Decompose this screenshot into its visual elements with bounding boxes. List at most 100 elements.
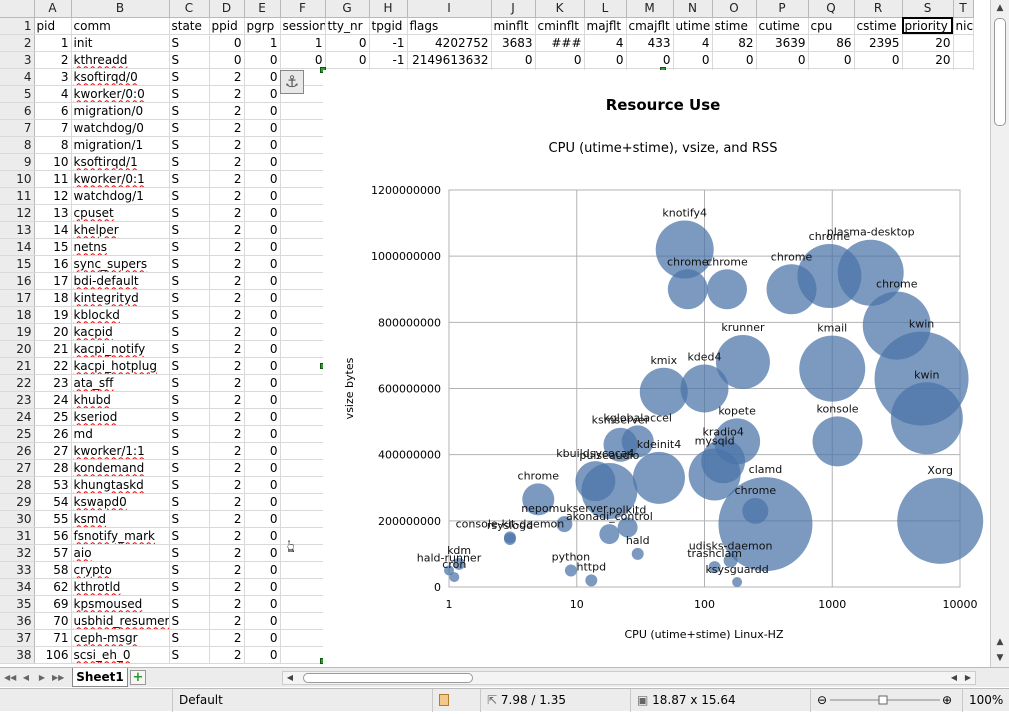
- cell-f[interactable]: [280, 357, 326, 375]
- zoom-control[interactable]: ⊖: [810, 689, 960, 712]
- row-header[interactable]: 28: [0, 476, 35, 494]
- header-cell-tty_nr[interactable]: tty_nr: [325, 17, 370, 35]
- cell-d[interactable]: 2: [209, 170, 245, 188]
- cell-d[interactable]: 2: [209, 289, 245, 307]
- cell-c[interactable]: S: [169, 204, 210, 222]
- row-header[interactable]: 36: [0, 612, 35, 630]
- cell-c[interactable]: S: [169, 51, 210, 69]
- cell-q[interactable]: 0: [808, 51, 855, 69]
- cell-a[interactable]: 6: [34, 102, 72, 120]
- cell-d[interactable]: 2: [209, 595, 245, 613]
- row-header[interactable]: 3: [0, 51, 35, 69]
- cell-c[interactable]: S: [169, 408, 210, 426]
- cell-c[interactable]: S: [169, 34, 210, 52]
- column-header-h[interactable]: H: [369, 0, 408, 18]
- cell-f[interactable]: [280, 272, 326, 290]
- column-header-q[interactable]: Q: [808, 0, 855, 18]
- cell-a[interactable]: 69: [34, 595, 72, 613]
- cell-a[interactable]: 3: [34, 68, 72, 86]
- cell-d[interactable]: 2: [209, 527, 245, 545]
- row-header[interactable]: 38: [0, 646, 35, 664]
- cell-a[interactable]: 55: [34, 510, 72, 528]
- cell-a[interactable]: 57: [34, 544, 72, 562]
- row-header[interactable]: 12: [0, 204, 35, 222]
- cell-e[interactable]: 0: [244, 442, 281, 460]
- column-header-c[interactable]: C: [169, 0, 210, 18]
- cell-d[interactable]: 2: [209, 102, 245, 120]
- first-sheet-icon[interactable]: ◀◀: [4, 673, 17, 682]
- cell-b[interactable]: kthreadd: [71, 51, 170, 69]
- cell-a[interactable]: 2: [34, 51, 72, 69]
- cell-e[interactable]: 0: [244, 170, 281, 188]
- cell-b[interactable]: ceph-msgr: [71, 629, 170, 647]
- cell-a[interactable]: 18: [34, 289, 72, 307]
- cell-a[interactable]: 70: [34, 612, 72, 630]
- cell-a[interactable]: 1: [34, 34, 72, 52]
- cell-d[interactable]: 2: [209, 119, 245, 137]
- cell-c[interactable]: S: [169, 153, 210, 171]
- cell-e[interactable]: 0: [244, 204, 281, 222]
- cell-d[interactable]: 2: [209, 544, 245, 562]
- cell-a[interactable]: 10: [34, 153, 72, 171]
- cell-b[interactable]: khelper: [71, 221, 170, 239]
- cell-e[interactable]: 0: [244, 578, 281, 596]
- cell-r[interactable]: 2395: [854, 34, 903, 52]
- cell-c[interactable]: S: [169, 187, 210, 205]
- row-header[interactable]: 1: [0, 17, 35, 35]
- row-header[interactable]: 19: [0, 323, 35, 341]
- scroll-down-icon[interactable]: ▼: [996, 653, 1004, 663]
- cell-a[interactable]: 26: [34, 425, 72, 443]
- cell-b[interactable]: scsi_eh_0: [71, 646, 170, 664]
- cell-c[interactable]: S: [169, 68, 210, 86]
- header-cell-cutime[interactable]: cutime: [756, 17, 809, 35]
- cell-s[interactable]: 20: [902, 51, 954, 69]
- cell-e[interactable]: 0: [244, 476, 281, 494]
- cell-a[interactable]: 21: [34, 340, 72, 358]
- cell-e[interactable]: 0: [244, 51, 281, 69]
- cell-e[interactable]: 0: [244, 629, 281, 647]
- cell-e[interactable]: 0: [244, 408, 281, 426]
- row-header[interactable]: 23: [0, 391, 35, 409]
- cell-a[interactable]: 11: [34, 170, 72, 188]
- cell-e[interactable]: 0: [244, 561, 281, 579]
- row-header[interactable]: 9: [0, 153, 35, 171]
- row-header[interactable]: 11: [0, 187, 35, 205]
- cell-f[interactable]: [280, 153, 326, 171]
- cell-b[interactable]: ksoftirqd/0: [71, 68, 170, 86]
- cell-b[interactable]: khubd: [71, 391, 170, 409]
- cell-b[interactable]: crypto: [71, 561, 170, 579]
- row-header[interactable]: 5: [0, 85, 35, 103]
- scroll-page-up-icon[interactable]: ▲: [996, 637, 1004, 647]
- cell-p[interactable]: 0: [756, 51, 809, 69]
- header-cell-cminflt[interactable]: cminflt: [535, 17, 585, 35]
- cell-f[interactable]: 1: [280, 34, 326, 52]
- cell-f[interactable]: [280, 119, 326, 137]
- cell-f[interactable]: [280, 136, 326, 154]
- cell-k[interactable]: 0: [535, 51, 585, 69]
- cell-d[interactable]: 2: [209, 136, 245, 154]
- row-header[interactable]: 22: [0, 374, 35, 392]
- cell-a[interactable]: 4: [34, 85, 72, 103]
- cell-a[interactable]: 7: [34, 119, 72, 137]
- header-cell-state[interactable]: state: [169, 17, 210, 35]
- cell-e[interactable]: 0: [244, 119, 281, 137]
- column-header-t[interactable]: T: [953, 0, 974, 18]
- cell-f[interactable]: [280, 629, 326, 647]
- next-sheet-icon[interactable]: ▶: [38, 673, 46, 682]
- row-header[interactable]: 32: [0, 544, 35, 562]
- cell-d[interactable]: 2: [209, 238, 245, 256]
- cell-e[interactable]: 0: [244, 493, 281, 511]
- row-header[interactable]: 29: [0, 493, 35, 511]
- cell-d[interactable]: 0: [209, 34, 245, 52]
- cell-b[interactable]: migration/1: [71, 136, 170, 154]
- cell-h[interactable]: -1: [369, 34, 408, 52]
- cell-l[interactable]: 4: [584, 34, 627, 52]
- cell-e[interactable]: 0: [244, 136, 281, 154]
- cell-c[interactable]: S: [169, 595, 210, 613]
- cell-c[interactable]: S: [169, 102, 210, 120]
- cell-a[interactable]: 58: [34, 561, 72, 579]
- cell-a[interactable]: 56: [34, 527, 72, 545]
- cell-m[interactable]: 433: [626, 34, 674, 52]
- cell-b[interactable]: kworker/0:0: [71, 85, 170, 103]
- cell-b[interactable]: kworker/0:1: [71, 170, 170, 188]
